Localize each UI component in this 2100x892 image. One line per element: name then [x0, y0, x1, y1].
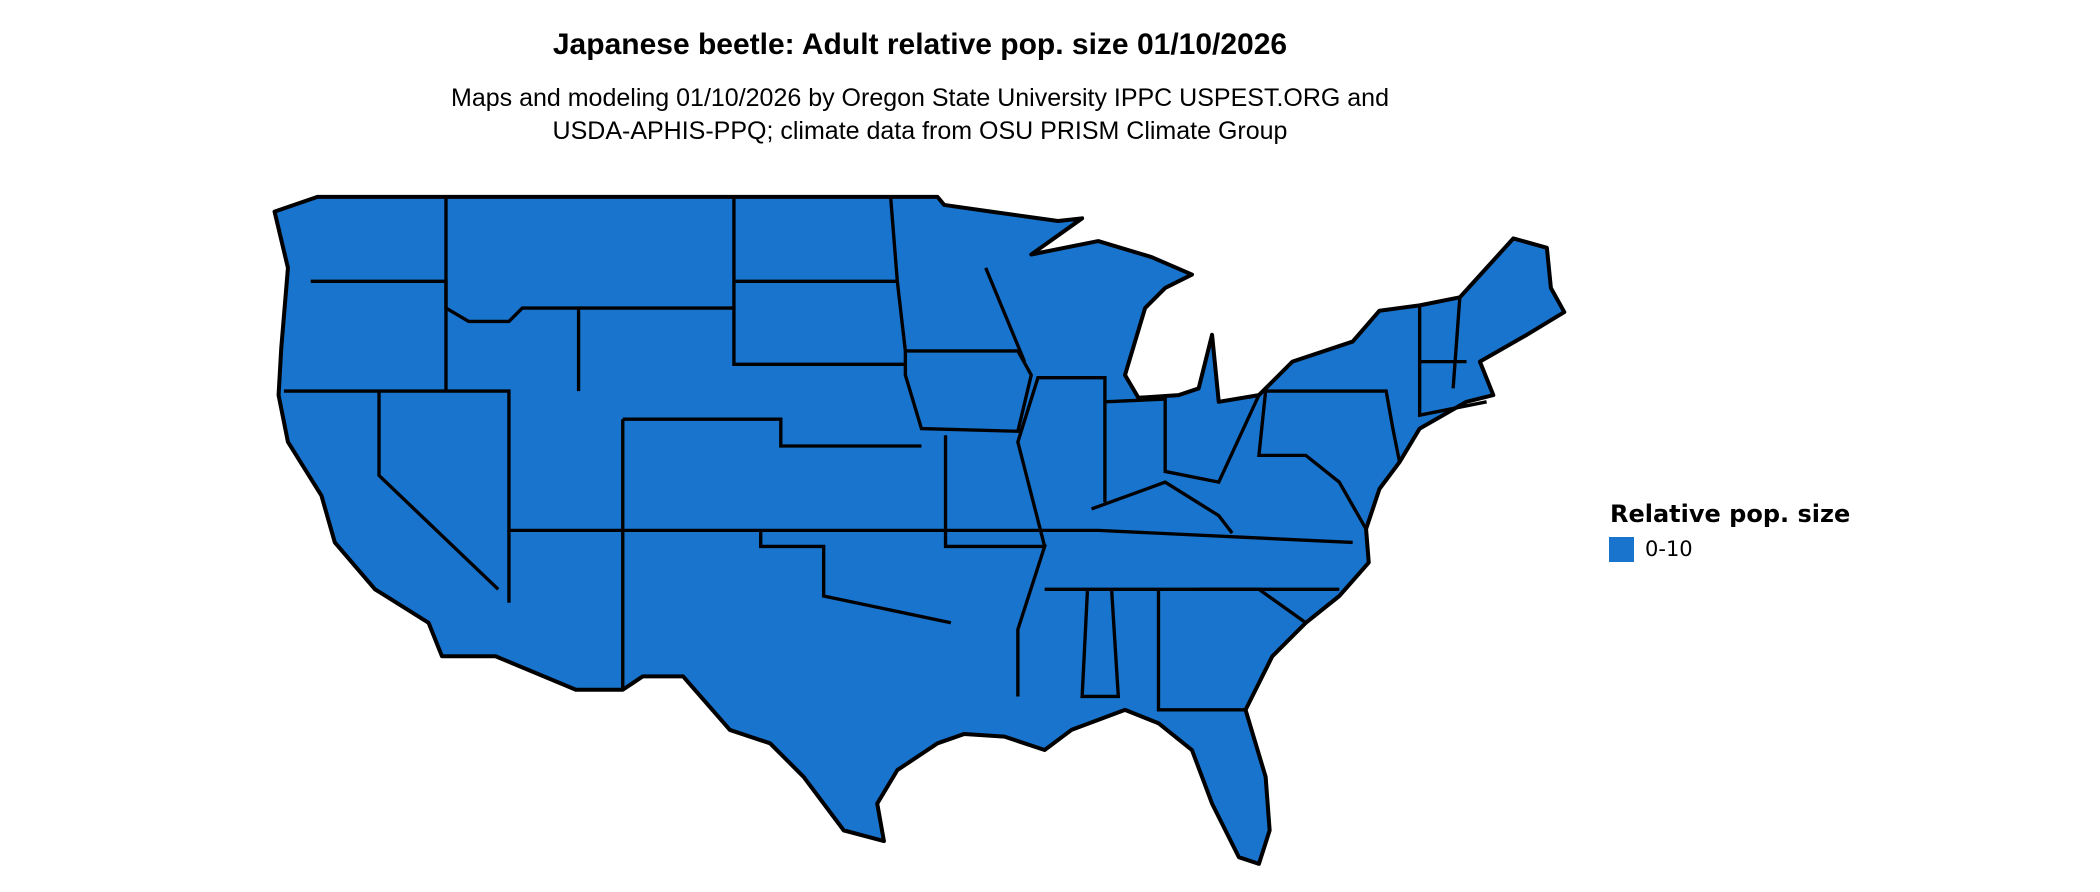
legend-label: 0-10 — [1645, 537, 1693, 561]
legend-swatch — [1609, 537, 1634, 562]
legend-title: Relative pop. size — [1610, 500, 1851, 528]
map-title: Japanese beetle: Adult relative pop. siz… — [552, 28, 1288, 61]
state-borders — [283, 196, 1487, 712]
map-subtitle-line-1: Maps and modeling 01/10/2026 by Oregon S… — [451, 84, 1389, 112]
map-subtitle-line-2: USDA-APHIS-PPQ; climate data from OSU PR… — [552, 117, 1288, 145]
